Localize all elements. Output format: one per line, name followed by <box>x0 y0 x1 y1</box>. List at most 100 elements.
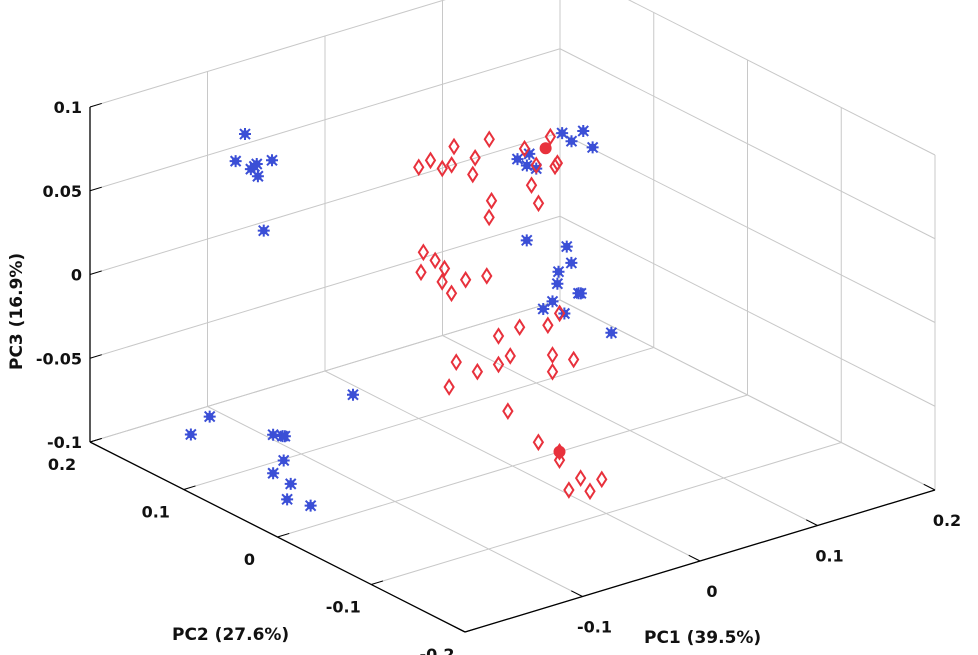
red-diamond-point <box>445 156 458 174</box>
blue-asterisk-point <box>565 256 578 269</box>
marker-arms <box>304 499 317 512</box>
marker-arms <box>520 234 533 247</box>
blue-asterisk-point <box>574 287 587 300</box>
red-diamond-point <box>443 378 455 396</box>
marker-arms <box>560 240 573 253</box>
red-diamond-point <box>469 148 481 167</box>
y-tick-mark <box>183 485 196 490</box>
blue-asterisk-point <box>347 388 359 401</box>
marker-arms <box>347 388 359 401</box>
blue-asterisk-point <box>552 265 565 278</box>
z-tick-mark <box>89 437 102 443</box>
blue-asterisk-point <box>530 162 543 175</box>
red-diamond-point <box>574 469 587 487</box>
z-axis-label: PC3 (16.9%) <box>7 253 27 370</box>
red-diamond-point <box>445 284 458 303</box>
marker-arms <box>257 224 270 237</box>
blue-asterisk-point <box>556 127 569 140</box>
x-tick-mark <box>806 519 818 526</box>
red-diamond-point <box>436 159 448 178</box>
blue-asterisk-point <box>551 277 564 290</box>
z-tick-label: 0 <box>71 266 82 285</box>
marker-arms <box>565 135 578 148</box>
grid-line <box>277 394 748 538</box>
marker-arms <box>266 154 278 167</box>
blue-asterisk-point <box>229 155 242 168</box>
blue-asterisk-point <box>239 128 251 141</box>
x-axis-label: PC1 (39.5%) <box>644 628 761 648</box>
marker-arms <box>229 155 242 168</box>
red-diamond-point <box>436 273 448 291</box>
blue-asterisk-point <box>203 410 216 423</box>
blue-asterisk-point <box>560 240 573 253</box>
red-diamond-point <box>546 346 559 364</box>
marker-arms <box>278 430 291 443</box>
blue-asterisk-point <box>511 153 524 166</box>
marker-arms <box>267 467 280 480</box>
grid-line <box>89 132 561 275</box>
blue-asterisk-point <box>304 499 317 512</box>
blue-asterisk-point <box>267 467 280 480</box>
blue-asterisk-point <box>257 224 270 237</box>
red-diamond-point <box>492 355 505 374</box>
y-tick-label: 0.1 <box>142 503 170 522</box>
x-tick-label: 0 <box>706 582 717 601</box>
red-diamond-point <box>485 191 498 210</box>
red-diamond-point <box>530 156 542 175</box>
grid-line <box>89 299 561 443</box>
marker-arms <box>250 158 263 170</box>
marker-arms <box>546 295 559 308</box>
data-points <box>184 124 618 512</box>
red-diamond-point <box>450 353 462 371</box>
grid-line <box>183 347 654 490</box>
marker-arms <box>203 410 216 423</box>
grid-line <box>559 215 936 407</box>
grid-line <box>559 132 936 323</box>
marker-arms <box>277 454 290 467</box>
red-diamond-point <box>481 267 493 285</box>
red-diamond-point <box>429 251 441 270</box>
red-diamond-point <box>567 350 580 369</box>
red-diamond-point <box>596 470 608 489</box>
red-diamond-point <box>563 481 575 499</box>
red-diamond-point <box>448 137 460 156</box>
marker-arms <box>565 256 578 269</box>
red-diamond-point <box>483 208 495 227</box>
x-tick-label: 0.2 <box>933 511 961 530</box>
blue-asterisk-point <box>266 154 278 167</box>
red-diamond-point <box>549 157 561 176</box>
grid-line <box>627 0 936 156</box>
x-tick-label: -0.2 <box>460 653 495 655</box>
blue-asterisk-point <box>523 147 536 160</box>
z-tick-label: 0.1 <box>54 98 82 117</box>
y-tick-mark <box>371 580 384 585</box>
marker-arms <box>537 302 550 315</box>
x-tick-label: 0.1 <box>815 547 843 566</box>
blue-asterisk-point <box>520 159 533 172</box>
y-axis-label: PC2 (27.6%) <box>172 625 289 645</box>
red-diamond-point <box>551 154 564 172</box>
x-tick-mark <box>571 590 583 597</box>
marker-arms <box>284 477 297 490</box>
marker-arms <box>552 265 565 278</box>
blue-asterisk-point <box>267 428 280 441</box>
red-diamond-point <box>467 165 479 184</box>
blue-asterisk-point <box>577 124 590 137</box>
grid-line <box>89 215 561 359</box>
blue-asterisk-point <box>284 477 297 490</box>
x-tick-mark <box>688 554 701 562</box>
marker-arms <box>574 287 587 300</box>
red-diamond-point <box>532 194 545 213</box>
red-diamond-point <box>417 243 430 262</box>
blue-asterisk-point <box>281 493 294 506</box>
z-tick-label: -0.1 <box>47 433 82 452</box>
red-diamond-point <box>492 327 505 345</box>
z-tick-mark <box>89 102 102 108</box>
grid-lines <box>89 0 936 633</box>
blue-asterisk-point <box>278 430 291 443</box>
axes <box>89 102 936 633</box>
marker-arms <box>184 428 197 441</box>
z-tick-mark <box>89 186 102 192</box>
z-tick-label: 0.05 <box>43 182 82 201</box>
y-tick-label: -0.2 <box>420 645 455 655</box>
